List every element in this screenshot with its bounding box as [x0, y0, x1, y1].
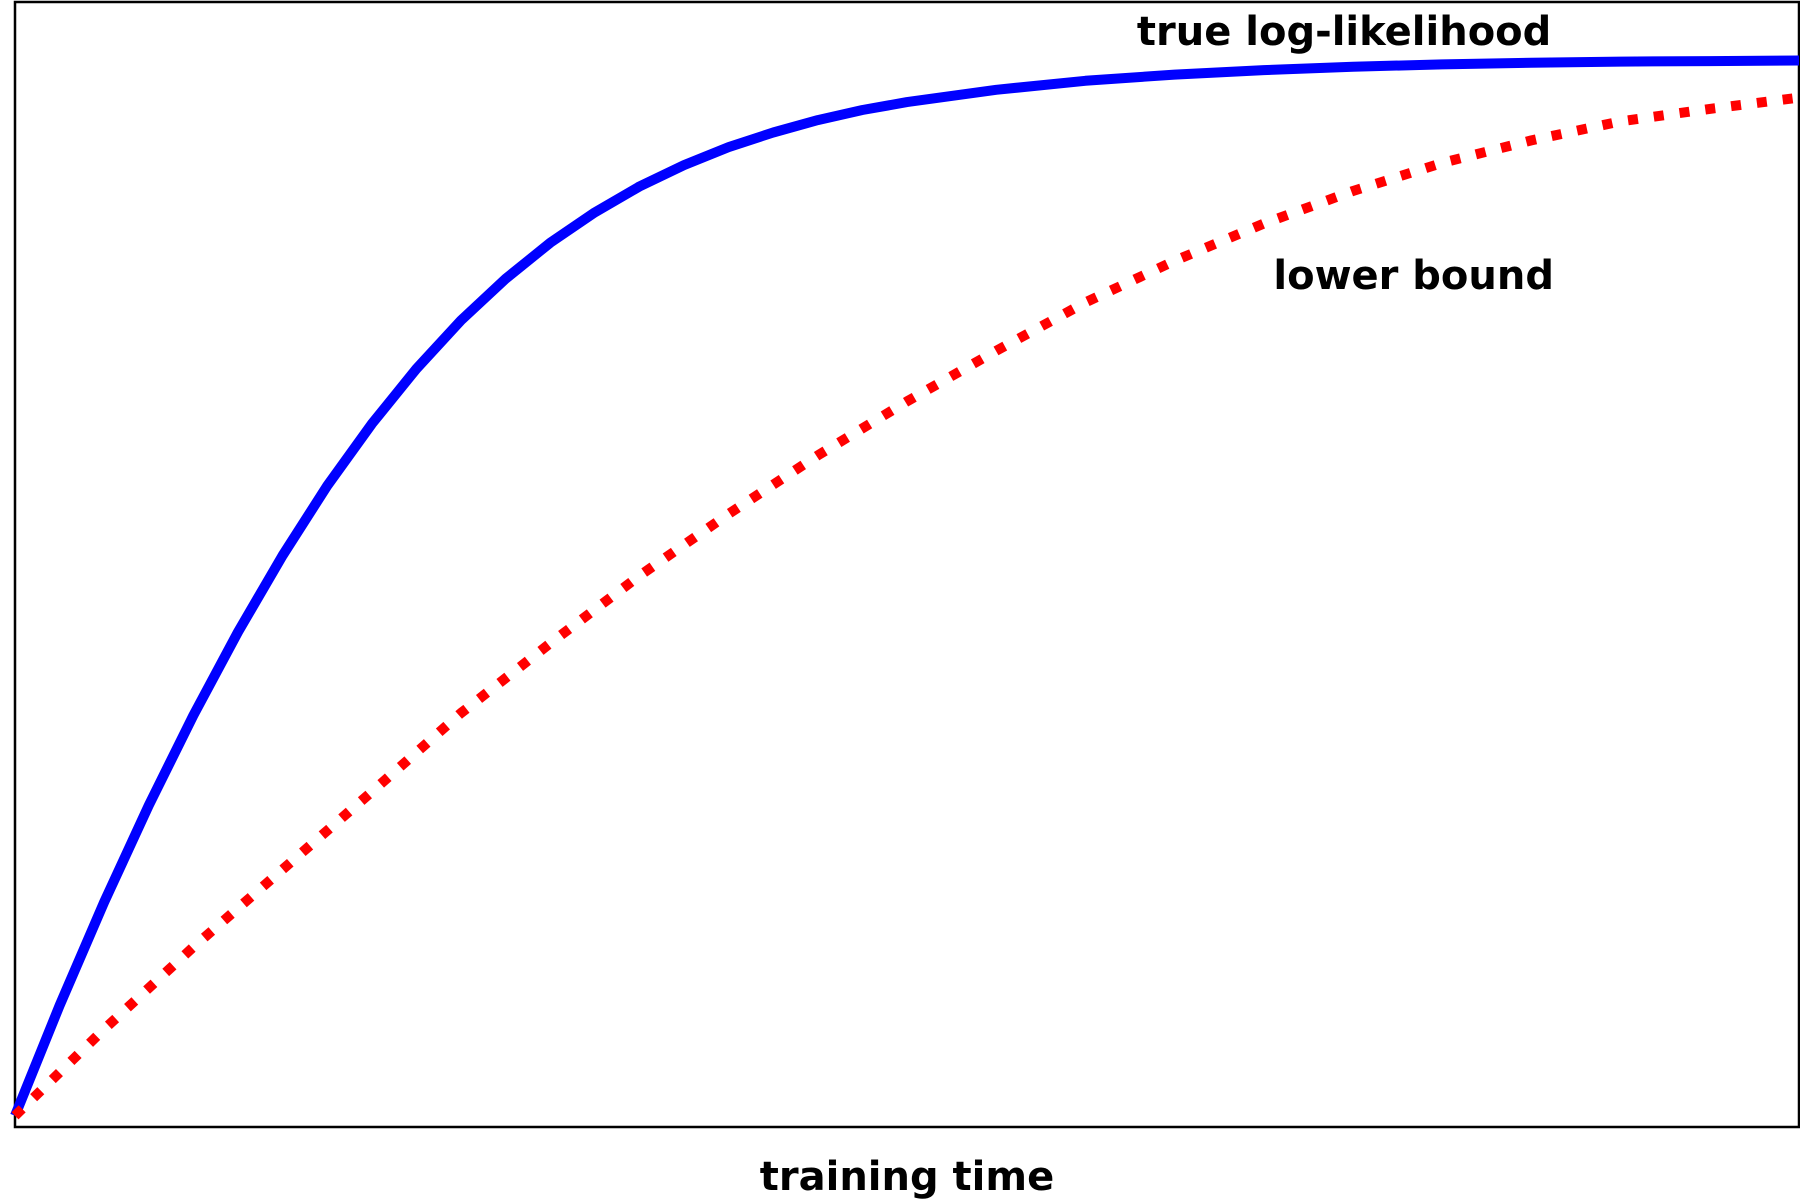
annotation-lower-bound: lower bound: [1273, 253, 1554, 299]
series-line-lower-bound: [11, 92, 1800, 1120]
plot-frame: [13, 0, 1800, 1129]
series-line-true-log-likelihood: [10, 55, 1800, 1118]
annotation-true-log-likelihood: true log-likelihood: [1137, 9, 1551, 55]
series-layer: [10, 55, 1800, 1120]
annotation-layer: true log-likelihood lower bound: [1137, 9, 1554, 299]
x-axis-label: training time: [760, 1154, 1054, 1200]
